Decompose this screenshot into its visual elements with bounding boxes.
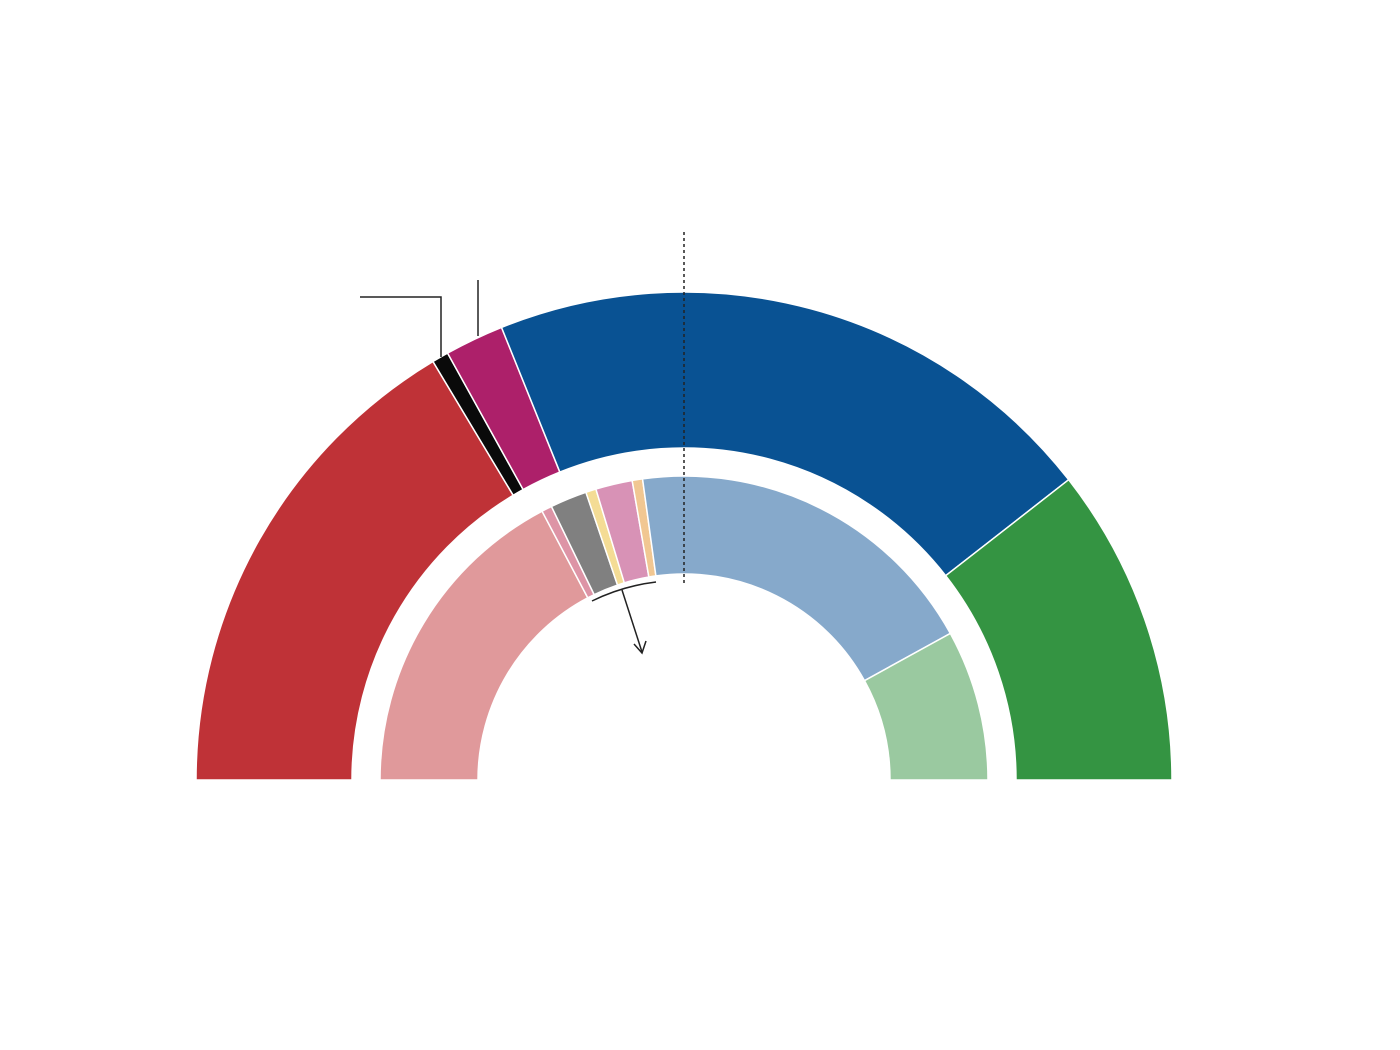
rings — [195, 291, 1173, 781]
arrow-head — [633, 640, 647, 655]
bracket — [591, 581, 657, 602]
segment — [944, 478, 1173, 781]
segment — [195, 360, 515, 781]
segment — [641, 475, 952, 682]
segment — [863, 632, 989, 781]
leader-line — [360, 296, 442, 357]
segment — [500, 291, 1070, 577]
arrow-line — [621, 589, 643, 653]
